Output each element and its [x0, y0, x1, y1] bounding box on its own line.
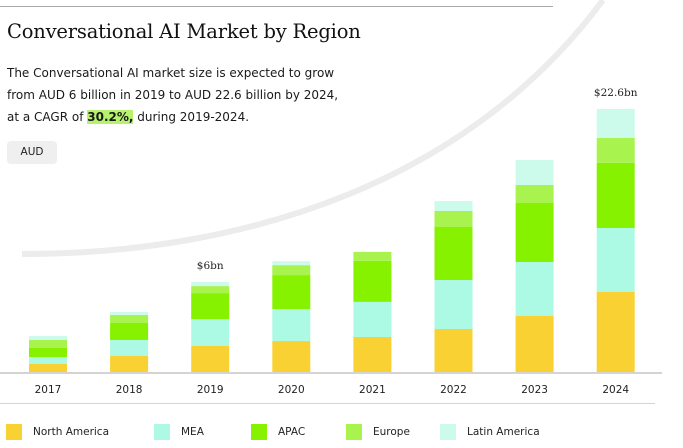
bar-segment-europe-2024	[596, 137, 635, 163]
legend-label-mea: MEA	[181, 426, 204, 438]
bar-segment-latin-america-2017	[29, 335, 67, 340]
bar-segment-apac-2017	[29, 348, 67, 357]
bar-segment-apac-2021	[353, 260, 392, 302]
legend-item-north-america: North America	[6, 424, 109, 440]
bar-segment-mea-2017	[29, 357, 67, 364]
growth-arc	[21, 0, 606, 257]
legend-item-apac: APAC	[251, 424, 305, 440]
bar-segment-latin-america-2019	[191, 282, 230, 287]
bar-segment-north-america-2023	[515, 316, 554, 372]
bar-segment-north-america-2017	[29, 364, 67, 372]
page-title: Conversational AI Market by Region	[7, 20, 361, 43]
bar-segment-latin-america-2023	[515, 160, 554, 185]
bar-segment-north-america-2020	[272, 341, 311, 372]
bar-segment-apac-2022	[434, 227, 473, 280]
bar-segment-latin-america-2018	[110, 311, 149, 315]
x-tick-label-2018: 2018	[116, 384, 143, 396]
bar-segment-mea-2024	[596, 228, 635, 292]
top-divider	[0, 6, 553, 7]
legend-item-europe: Europe	[346, 424, 410, 440]
bar-segment-europe-2019	[191, 286, 230, 294]
cagr-highlight: 30.2%,	[87, 110, 134, 124]
bar-segment-apac-2024	[596, 163, 635, 228]
x-tick-label-2020: 2020	[278, 384, 305, 396]
bar-segment-north-america-2022	[434, 329, 473, 372]
bar-segment-north-america-2018	[110, 356, 149, 372]
bar-segment-mea-2019	[191, 319, 230, 346]
legend-label-latin-america: Latin America	[467, 426, 540, 438]
legend-item-mea: MEA	[154, 424, 204, 440]
legend-label-apac: APAC	[278, 426, 306, 438]
bar-segment-latin-america-2020	[272, 261, 311, 266]
bar-segment-apac-2018	[110, 323, 149, 340]
x-tick-label-2021: 2021	[359, 384, 386, 396]
x-tick-label-2024: 2024	[602, 384, 629, 396]
x-axis-line	[0, 372, 662, 374]
bar-segment-mea-2018	[110, 340, 149, 356]
market-description: The Conversational AI market size is exp…	[7, 62, 347, 128]
bar-segment-europe-2017	[29, 340, 67, 348]
bar-segment-europe-2023	[515, 185, 554, 203]
bar-segment-mea-2022	[434, 280, 473, 329]
bar-segment-apac-2020	[272, 275, 311, 310]
x-tick-label-2023: 2023	[521, 384, 548, 396]
bar-segment-north-america-2021	[353, 337, 392, 372]
bar-segment-europe-2018	[110, 315, 149, 323]
legend-swatch-mea	[154, 424, 170, 440]
bar-segment-mea-2021	[353, 302, 392, 337]
bar-segment-mea-2023	[515, 262, 554, 316]
legend-item-latin-america: Latin America	[440, 424, 540, 440]
legend-divider	[0, 403, 655, 404]
bar-segment-north-america-2019	[191, 346, 230, 372]
legend-label-europe: Europe	[373, 426, 410, 438]
x-tick-label-2019: 2019	[197, 384, 224, 396]
bar-segment-north-america-2024	[596, 292, 635, 372]
x-tick-label-2017: 2017	[35, 384, 62, 396]
bar-total-label-2024: $22.6bn	[594, 87, 638, 99]
legend-swatch-europe	[346, 424, 362, 440]
legend-label-north-america: North America	[33, 426, 110, 438]
bar-segment-apac-2019	[191, 293, 230, 320]
bar-segment-europe-2022	[434, 211, 473, 227]
bar-total-label-2019: $6bn	[197, 260, 224, 272]
bar-segment-apac-2023	[515, 203, 554, 262]
legend-swatch-north-america	[6, 424, 22, 440]
bar-segment-europe-2021	[353, 251, 392, 261]
bar-segment-mea-2020	[272, 309, 311, 342]
bar-segment-europe-2020	[272, 265, 311, 276]
x-tick-label-2022: 2022	[440, 384, 467, 396]
bar-segment-latin-america-2024	[596, 109, 635, 138]
bar-segment-latin-america-2022	[434, 201, 473, 211]
currency-aud-button[interactable]: AUD	[7, 141, 57, 164]
legend-swatch-apac	[251, 424, 267, 440]
legend-swatch-latin-america	[440, 424, 456, 440]
description-text: The Conversational AI market size is exp…	[7, 66, 339, 124]
description-text-end: during 2019-2024.	[133, 110, 250, 124]
